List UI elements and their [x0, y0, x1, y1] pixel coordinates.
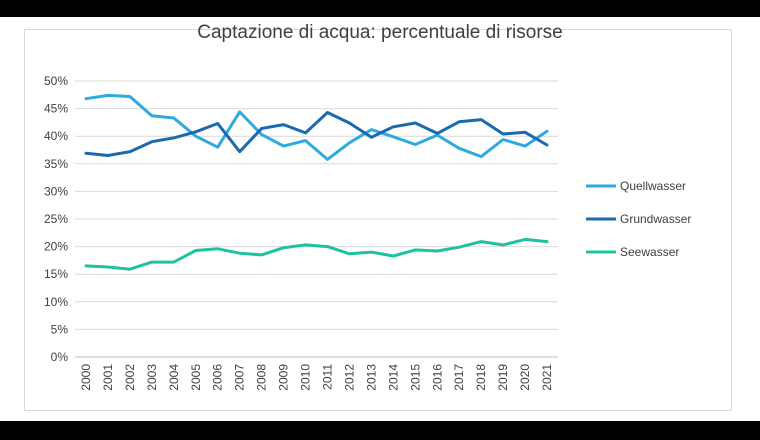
x-tick-label: 2000	[79, 364, 93, 391]
y-tick-label: 30%	[44, 184, 68, 198]
x-tick-label: 2006	[211, 364, 225, 391]
x-tick-label: 2021	[540, 364, 554, 391]
y-tick-label: 10%	[44, 295, 68, 309]
legend-label: Seewasser	[620, 245, 679, 259]
series-line-grundwasser	[84, 111, 549, 157]
x-tick-label: 2010	[299, 364, 313, 391]
grid-layer	[75, 80, 558, 358]
bottom-black-band	[0, 421, 760, 440]
y-tick-label: 5%	[51, 322, 69, 336]
y-tick-label: 50%	[44, 74, 68, 88]
legend-label: Quellwasser	[620, 179, 686, 193]
x-tick-label: 2018	[474, 364, 488, 391]
series-layer	[84, 93, 549, 271]
legend-label: Grundwasser	[620, 212, 691, 226]
x-tick-label: 2007	[233, 364, 247, 391]
x-tick-label: 2017	[452, 364, 466, 391]
x-tick-label: 2013	[364, 364, 378, 391]
y-tick-label: 0%	[51, 350, 69, 364]
legend-layer: Quellwasser Grundwasser Seewasser	[586, 179, 691, 259]
x-tick-label: 2011	[320, 364, 334, 390]
x-tick-label: 2015	[408, 364, 422, 391]
x-tick-label: 2008	[255, 364, 269, 391]
x-tick-label: 2020	[518, 364, 532, 391]
x-tick-label: 2019	[496, 364, 510, 391]
x-tick-label: 2016	[430, 364, 444, 391]
x-tick-label: 2005	[189, 364, 203, 391]
y-tick-label: 25%	[44, 212, 68, 226]
y-tick-label: 35%	[44, 157, 68, 171]
series-line-seewasser	[84, 237, 549, 271]
y-tick-label: 20%	[44, 240, 68, 254]
x-tick-label: 2014	[386, 364, 400, 391]
x-tick-label: 2002	[123, 364, 137, 391]
x-tick-label: 2003	[145, 364, 159, 391]
chart-title: Captazione di acqua: percentuale di riso…	[197, 22, 563, 43]
y-tick-label: 40%	[44, 129, 68, 143]
x-tick-label: 2004	[167, 364, 181, 391]
y-tick-label: 15%	[44, 267, 68, 281]
series-line-quellwasser	[84, 93, 549, 161]
top-black-band	[0, 0, 760, 17]
x-tick-label: 2001	[101, 364, 115, 391]
x-tick-label: 2009	[277, 364, 291, 391]
axis-layer: 0% 5% 10% 15% 20% 25% 30% 35% 40% 45% 50% 2000 2001 2…	[44, 74, 554, 391]
x-tick-label: 2012	[342, 364, 356, 391]
y-tick-label: 45%	[44, 102, 68, 116]
